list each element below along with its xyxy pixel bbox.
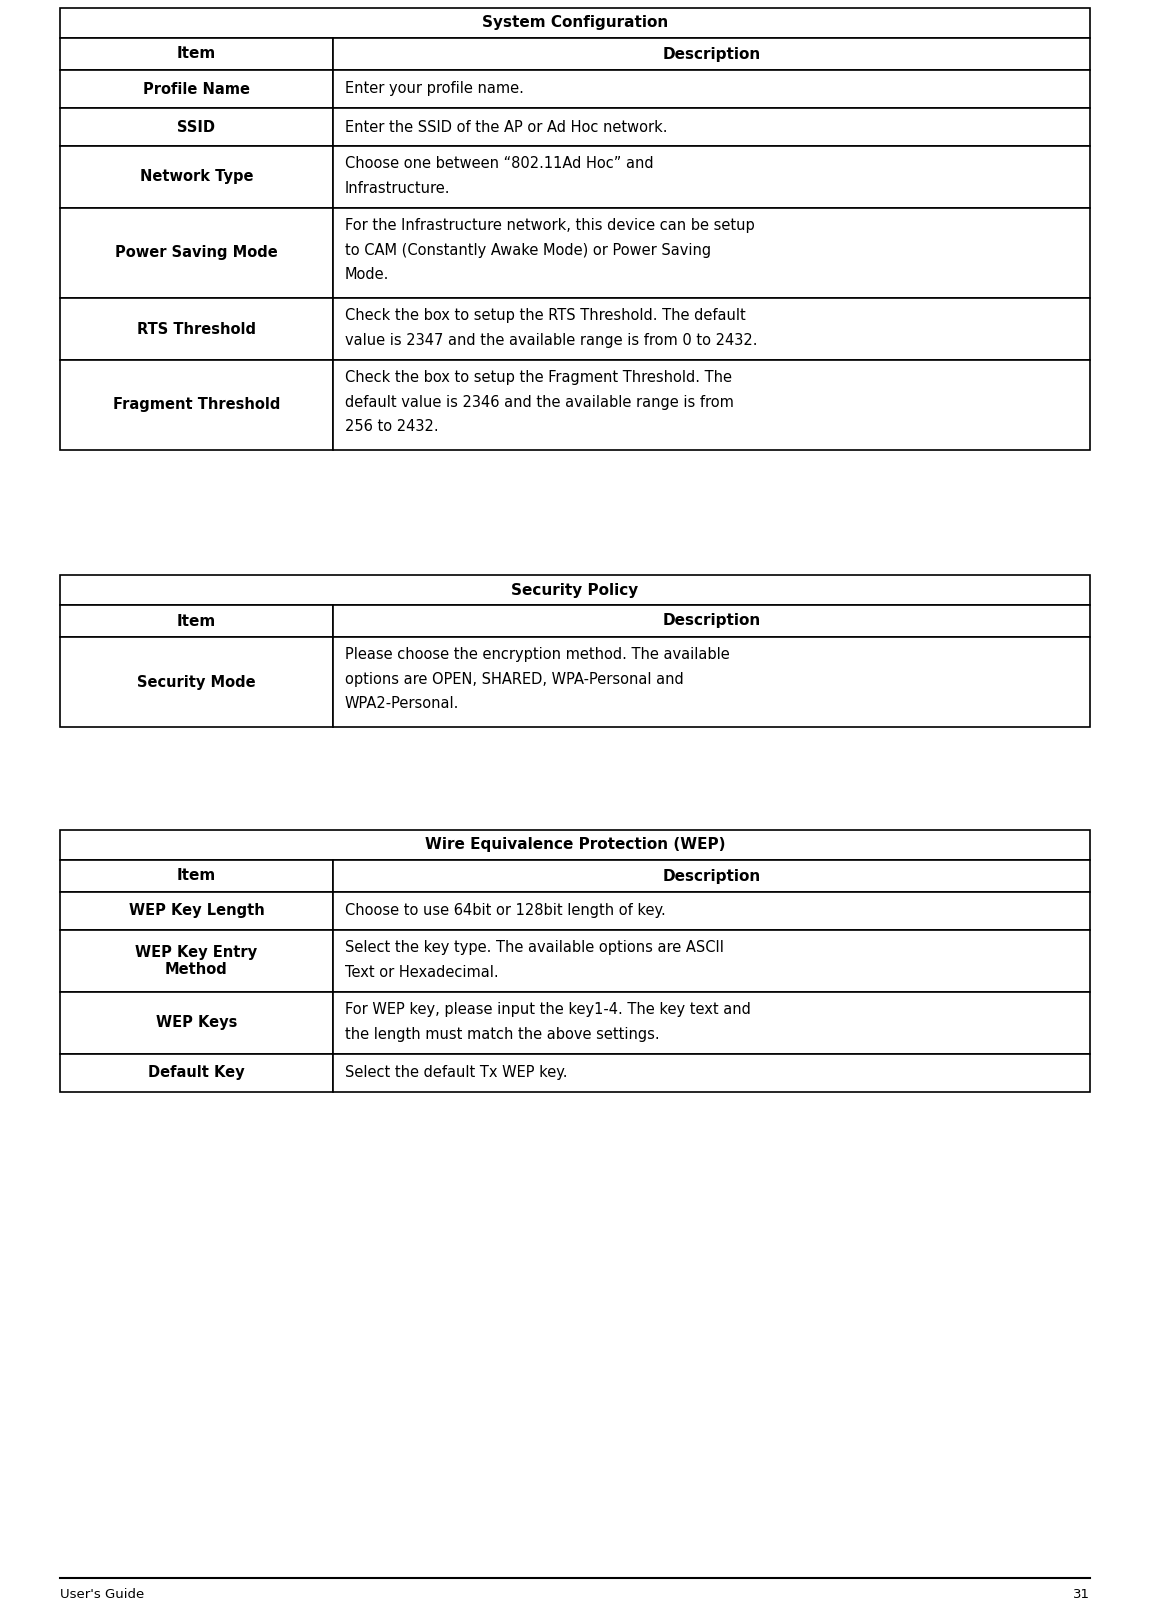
- Bar: [60, 147, 334, 208]
- Text: 31: 31: [1073, 1588, 1090, 1601]
- Bar: [334, 892, 1090, 930]
- Bar: [334, 636, 1090, 727]
- Text: For the Infrastructure network, this device can be setup
to CAM (Constantly Awak: For the Infrastructure network, this dev…: [345, 217, 754, 282]
- Text: Fragment Threshold: Fragment Threshold: [113, 398, 281, 412]
- Bar: [60, 359, 334, 449]
- Text: Select the default Tx WEP key.: Select the default Tx WEP key.: [345, 1065, 567, 1081]
- Bar: [334, 39, 1090, 69]
- Text: Power Saving Mode: Power Saving Mode: [115, 245, 278, 261]
- Text: Profile Name: Profile Name: [143, 82, 250, 97]
- Bar: [60, 606, 334, 636]
- Bar: [60, 69, 334, 108]
- Bar: [60, 8, 1090, 39]
- Bar: [60, 208, 334, 298]
- Text: Check the box to setup the RTS Threshold. The default
value is 2347 and the avai: Check the box to setup the RTS Threshold…: [345, 308, 758, 348]
- Bar: [60, 298, 334, 359]
- Text: Please choose the encryption method. The available
options are OPEN, SHARED, WPA: Please choose the encryption method. The…: [345, 648, 730, 710]
- Bar: [60, 992, 334, 1054]
- Bar: [60, 1054, 334, 1092]
- Bar: [334, 992, 1090, 1054]
- Text: WEP Key Length: WEP Key Length: [129, 904, 264, 918]
- Bar: [334, 1054, 1090, 1092]
- Bar: [60, 860, 334, 892]
- Bar: [60, 636, 334, 727]
- Text: Security Mode: Security Mode: [137, 675, 255, 690]
- Text: Item: Item: [177, 868, 216, 883]
- Bar: [334, 860, 1090, 892]
- Bar: [60, 930, 334, 992]
- Text: Select the key type. The available options are ASCII
Text or Hexadecimal.: Select the key type. The available optio…: [345, 939, 724, 979]
- Text: Enter the SSID of the AP or Ad Hoc network.: Enter the SSID of the AP or Ad Hoc netwo…: [345, 119, 667, 134]
- Bar: [334, 108, 1090, 147]
- Text: Network Type: Network Type: [140, 169, 253, 185]
- Bar: [334, 69, 1090, 108]
- Text: Description: Description: [662, 868, 760, 883]
- Text: Check the box to setup the Fragment Threshold. The
default value is 2346 and the: Check the box to setup the Fragment Thre…: [345, 371, 734, 435]
- Bar: [334, 359, 1090, 449]
- Bar: [334, 606, 1090, 636]
- Bar: [60, 39, 334, 69]
- Text: Default Key: Default Key: [148, 1065, 245, 1081]
- Bar: [334, 930, 1090, 992]
- Text: Item: Item: [177, 614, 216, 628]
- Text: WEP Keys: WEP Keys: [155, 1015, 237, 1031]
- Text: Description: Description: [662, 614, 760, 628]
- Bar: [60, 830, 1090, 860]
- Text: For WEP key, please input the key1-4. The key text and
the length must match the: For WEP key, please input the key1-4. Th…: [345, 1002, 751, 1042]
- Bar: [60, 575, 1090, 606]
- Bar: [60, 108, 334, 147]
- Text: User's Guide: User's Guide: [60, 1588, 144, 1601]
- Text: SSID: SSID: [177, 119, 215, 134]
- Text: System Configuration: System Configuration: [482, 16, 668, 31]
- Text: Item: Item: [177, 47, 216, 61]
- Text: Enter your profile name.: Enter your profile name.: [345, 82, 524, 97]
- Bar: [60, 892, 334, 930]
- Text: Choose one between “802.11Ad Hoc” and
Infrastructure.: Choose one between “802.11Ad Hoc” and In…: [345, 156, 653, 195]
- Text: WEP Key Entry
Method: WEP Key Entry Method: [136, 944, 258, 978]
- Text: Security Policy: Security Policy: [512, 583, 638, 598]
- Bar: [334, 298, 1090, 359]
- Text: Choose to use 64bit or 128bit length of key.: Choose to use 64bit or 128bit length of …: [345, 904, 666, 918]
- Bar: [334, 208, 1090, 298]
- Bar: [334, 147, 1090, 208]
- Text: Description: Description: [662, 47, 760, 61]
- Text: Wire Equivalence Protection (WEP): Wire Equivalence Protection (WEP): [424, 838, 726, 852]
- Text: RTS Threshold: RTS Threshold: [137, 322, 256, 337]
